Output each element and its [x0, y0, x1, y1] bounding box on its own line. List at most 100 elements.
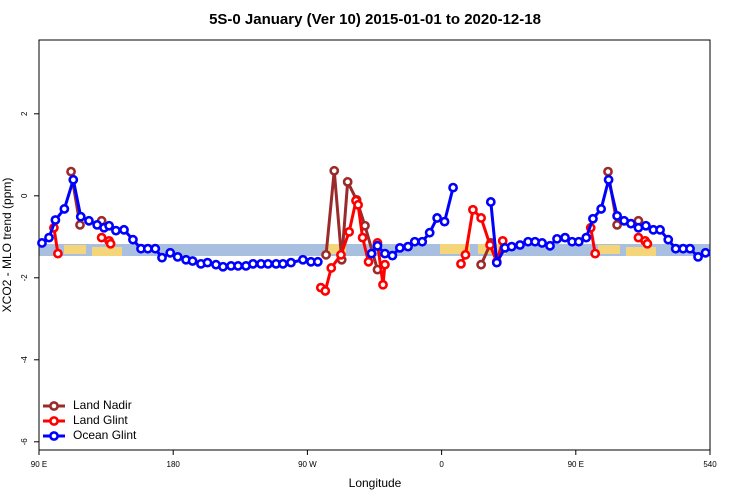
data-point	[640, 220, 651, 231]
x-tick-label: 90 W	[298, 460, 317, 469]
legend-marker	[49, 431, 59, 441]
data-point	[50, 215, 61, 225]
data-point	[448, 182, 458, 193]
data-point	[150, 243, 161, 254]
data-point	[491, 257, 502, 268]
data-point	[263, 258, 273, 269]
data-point	[218, 261, 228, 272]
data-point	[417, 236, 428, 247]
data-point	[468, 204, 478, 215]
data-point	[476, 259, 487, 270]
data-point	[552, 233, 562, 244]
data-point	[603, 166, 613, 177]
data-point	[298, 254, 308, 265]
legend-label: Land Nadir	[73, 398, 132, 412]
data-point	[560, 232, 570, 243]
data-point	[344, 226, 355, 237]
data-point	[403, 241, 413, 252]
data-point	[105, 238, 116, 249]
data-point	[366, 248, 377, 259]
data-point	[545, 240, 555, 251]
data-point	[286, 257, 296, 268]
data-point	[506, 241, 517, 252]
data-point	[75, 211, 86, 222]
data-point	[590, 248, 601, 259]
data-point	[603, 174, 614, 185]
data-point	[329, 165, 340, 176]
data-point	[633, 222, 644, 233]
y-tick-label: 0	[20, 193, 29, 198]
data-point	[278, 258, 288, 269]
data-point	[456, 258, 466, 269]
data-point	[128, 234, 138, 245]
data-point	[612, 210, 623, 221]
data-point	[372, 240, 383, 251]
land-patch	[598, 245, 620, 254]
land-patch	[328, 244, 346, 254]
data-point	[363, 256, 374, 267]
data-point	[588, 213, 598, 224]
y-tick-label: -2	[20, 274, 29, 282]
data-point	[357, 232, 368, 243]
data-point	[581, 232, 592, 243]
data-point	[111, 225, 121, 236]
data-point	[248, 258, 258, 269]
data-point	[165, 247, 176, 258]
land-patch	[626, 247, 656, 256]
data-point	[485, 240, 495, 250]
data-point	[84, 215, 94, 226]
data-point	[75, 220, 85, 230]
data-point	[409, 236, 420, 247]
land-patch	[92, 247, 122, 256]
data-point	[104, 220, 114, 231]
data-point	[119, 224, 129, 235]
data-point	[685, 243, 695, 254]
data-point	[157, 252, 167, 263]
data-point	[460, 249, 471, 260]
legend-label: Ocean Glint	[73, 428, 137, 442]
x-axis-label: Longitude	[349, 476, 402, 490]
data-point	[142, 243, 153, 254]
data-point	[59, 204, 70, 214]
data-point	[380, 259, 390, 270]
data-point	[693, 251, 703, 262]
y-tick-label: 2	[20, 111, 29, 116]
y-tick-label: -4	[20, 356, 29, 364]
data-point	[700, 247, 711, 258]
land-patch	[440, 244, 470, 254]
data-point	[537, 238, 548, 248]
data-point	[387, 250, 398, 261]
data-point	[326, 263, 337, 273]
x-tick-label: 0	[439, 460, 444, 469]
data-point	[432, 213, 443, 223]
data-point	[439, 216, 450, 227]
x-tick-label: 90 E	[568, 460, 584, 469]
y-tick-label: -6	[20, 438, 29, 446]
data-point	[485, 197, 496, 207]
data-point	[321, 249, 331, 260]
data-point	[655, 224, 665, 235]
y-axis-label: XCO2 - MLO trend (ppm)	[0, 178, 14, 313]
data-point	[394, 242, 405, 253]
data-point	[320, 286, 331, 296]
data-point	[202, 257, 213, 268]
data-point	[663, 234, 674, 245]
data-point	[596, 204, 607, 214]
legend-marker	[49, 401, 59, 411]
data-point	[187, 256, 198, 266]
data-point	[44, 232, 54, 243]
data-point	[172, 251, 183, 262]
data-point	[336, 249, 346, 260]
data-point	[476, 213, 487, 223]
data-point	[233, 261, 243, 271]
data-point	[312, 256, 323, 267]
chart-title: 5S-0 January (Ver 10) 2015-01-01 to 2020…	[209, 11, 541, 28]
land-patch	[64, 245, 86, 254]
data-point	[96, 232, 107, 243]
data-point	[612, 220, 623, 230]
legend-marker	[49, 416, 59, 426]
data-point	[515, 240, 525, 250]
data-point	[378, 279, 388, 290]
x-tick-label: 90 E	[31, 460, 47, 469]
